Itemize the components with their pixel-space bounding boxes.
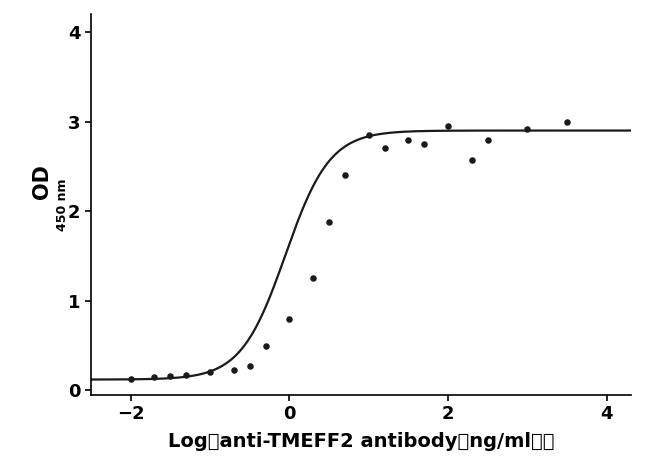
Point: [467, 157, 477, 164]
Point: [284, 315, 294, 322]
Text: 450 nm: 450 nm: [57, 178, 70, 231]
Point: [562, 118, 572, 125]
Point: [205, 368, 215, 376]
Point: [324, 218, 334, 226]
Point: [181, 371, 191, 379]
Point: [443, 122, 453, 130]
Point: [403, 136, 413, 143]
Point: [363, 131, 374, 139]
X-axis label: Log（anti-TMEFF2 antibody（ng/ml））: Log（anti-TMEFF2 antibody（ng/ml））: [168, 431, 554, 451]
Point: [125, 375, 136, 383]
Point: [150, 373, 160, 381]
Point: [308, 274, 318, 282]
Point: [419, 140, 430, 148]
Point: [229, 366, 239, 374]
Point: [244, 362, 255, 370]
Text: OD: OD: [32, 164, 53, 199]
Point: [165, 372, 176, 380]
Point: [522, 125, 532, 133]
Point: [482, 136, 493, 143]
Point: [340, 172, 350, 179]
Point: [261, 342, 271, 349]
Point: [380, 145, 390, 152]
